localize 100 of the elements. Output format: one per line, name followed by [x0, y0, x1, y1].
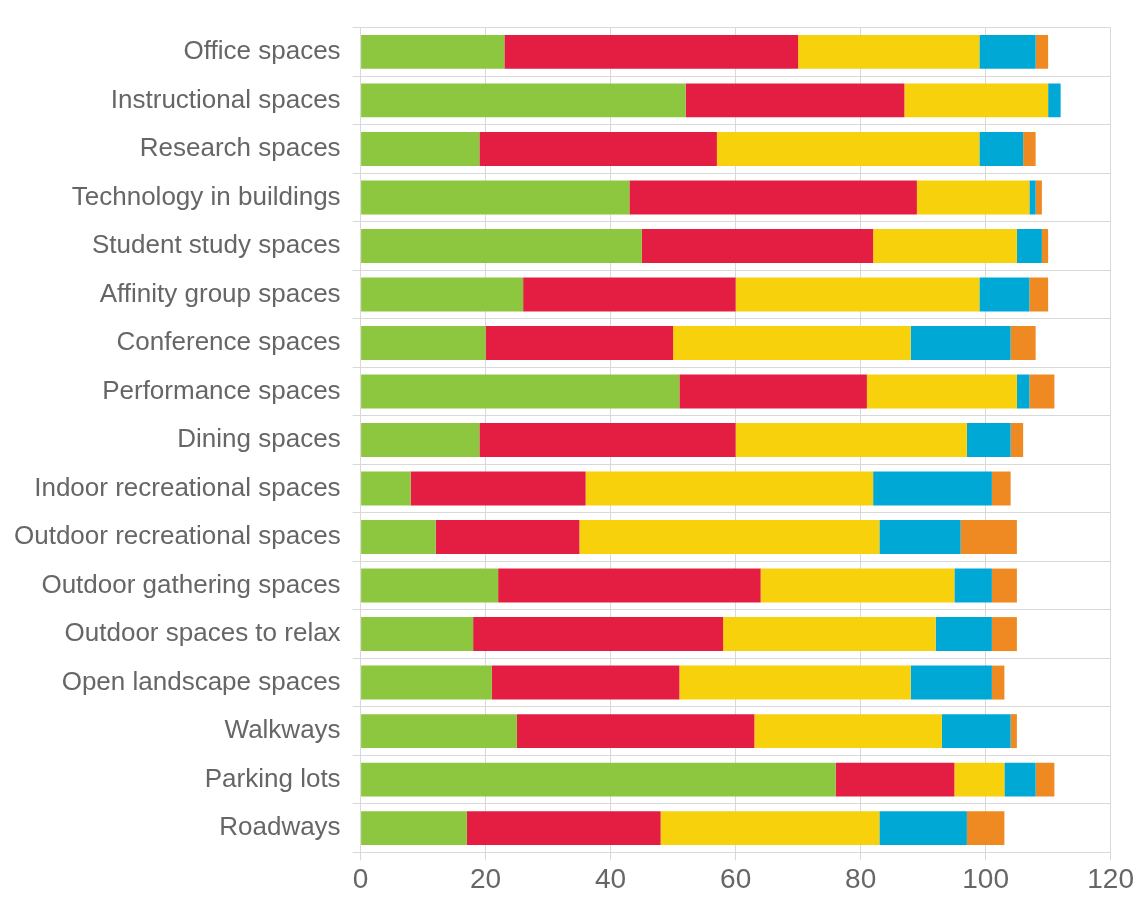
bar [910, 325, 1011, 360]
bar [991, 568, 1017, 603]
bar [516, 714, 755, 749]
bar [361, 131, 480, 166]
bar [1035, 180, 1042, 215]
bar [954, 568, 992, 603]
bar [879, 520, 961, 555]
bar [504, 34, 799, 69]
bar [679, 374, 867, 409]
bar [673, 325, 911, 360]
bar [523, 277, 736, 312]
bar [660, 811, 880, 846]
bar [979, 34, 1036, 69]
bar [485, 325, 674, 360]
bar [935, 617, 992, 652]
bar [754, 714, 942, 749]
y-tick-label: Dining spaces [177, 423, 341, 454]
bar [979, 277, 1030, 312]
bar [361, 520, 436, 555]
bar [491, 665, 680, 700]
bar [361, 665, 492, 700]
bar [1010, 714, 1017, 749]
y-tick-label: Outdoor gathering spaces [41, 568, 341, 599]
bar [991, 471, 1011, 506]
y-tick-label: Open landscape spaces [61, 665, 341, 696]
bar [1048, 83, 1061, 118]
bar [798, 34, 980, 69]
bar [361, 277, 524, 312]
bar [866, 374, 1017, 409]
bar [991, 665, 1005, 700]
bar [641, 228, 874, 263]
bar [473, 617, 724, 652]
bar [735, 423, 967, 457]
bar [1016, 374, 1030, 409]
bar [991, 617, 1017, 652]
bar [679, 665, 911, 700]
bar [479, 423, 736, 457]
bar [1041, 228, 1049, 263]
bar [361, 714, 517, 749]
y-tick-label: Conference spaces [116, 326, 341, 357]
x-tick-label: 80 [845, 862, 877, 894]
bar [629, 180, 917, 215]
bar [1029, 374, 1055, 409]
bar [966, 423, 1011, 457]
bar [361, 811, 467, 846]
bar [966, 811, 1005, 846]
y-tick-label: Roadways [219, 811, 341, 842]
bar [904, 83, 1049, 118]
bar [916, 180, 1030, 215]
bar [585, 471, 874, 506]
bar [760, 568, 955, 603]
y-tick-label: Technology in buildings [71, 180, 341, 211]
bar [1004, 762, 1036, 797]
x-tick-label: 120 [1087, 862, 1134, 894]
y-tick-label: Indoor recreational spaces [34, 471, 341, 502]
y-tick-label: Performance spaces [102, 374, 341, 405]
bar [498, 568, 761, 603]
bar [723, 617, 936, 652]
bar [361, 228, 642, 263]
bar [1010, 325, 1036, 360]
x-tick-label: 20 [470, 862, 502, 894]
bar [835, 762, 955, 797]
bar [361, 374, 680, 409]
bar [361, 471, 411, 506]
bar [361, 423, 480, 457]
bar [361, 83, 686, 118]
bar [1029, 277, 1049, 312]
y-tick-label: Office spaces [183, 35, 341, 66]
y-tick-label: Parking lots [204, 762, 341, 793]
bar [1035, 762, 1055, 797]
bar [579, 520, 880, 555]
bar [735, 277, 980, 312]
bar [979, 131, 1024, 166]
bar [479, 131, 717, 166]
bar [685, 83, 905, 118]
y-tick-label: Affinity group spaces [99, 277, 341, 308]
bar [361, 568, 499, 603]
bar [361, 325, 486, 360]
bar [410, 471, 586, 506]
bar [1029, 180, 1036, 215]
bar [1010, 423, 1024, 457]
x-tick-label: 100 [962, 862, 1009, 894]
bar [716, 131, 980, 166]
bar [873, 471, 992, 506]
y-tick-label: Outdoor spaces to relax [64, 617, 341, 648]
bar [1023, 131, 1036, 166]
bar [361, 762, 836, 797]
bar [910, 665, 992, 700]
x-tick-label: 0 [352, 862, 369, 894]
bar [435, 520, 580, 555]
bar [1035, 34, 1049, 69]
x-tick-label: 40 [595, 862, 627, 894]
y-tick-label: Research spaces [139, 132, 341, 163]
bar [873, 228, 1017, 263]
bar [941, 714, 1011, 749]
bar [960, 520, 1017, 555]
bar [879, 811, 967, 846]
bar [1016, 228, 1042, 263]
y-tick-label: Outdoor recreational spaces [14, 520, 341, 551]
x-tick-label: 60 [720, 862, 752, 894]
